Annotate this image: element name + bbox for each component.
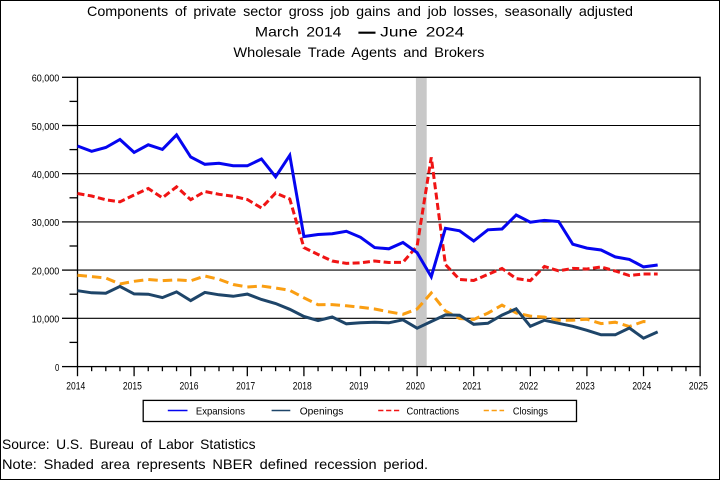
svg-text:Wholesale Trade Agents and Bro: Wholesale Trade Agents and Brokers (233, 45, 484, 60)
svg-text:Source: U.S. Bureau of Labor S: Source: U.S. Bureau of Labor Statistics (2, 436, 256, 452)
svg-text:Closings: Closings (513, 406, 548, 417)
svg-text:2022: 2022 (519, 381, 538, 393)
svg-text:June 2024: June 2024 (380, 24, 464, 39)
svg-text:March 2014: March 2014 (255, 24, 342, 39)
svg-text:2023: 2023 (576, 381, 595, 393)
svg-text:50,000: 50,000 (32, 122, 60, 133)
svg-text:20,000: 20,000 (32, 266, 60, 277)
svg-text:2025: 2025 (689, 381, 708, 393)
svg-text:2020: 2020 (406, 381, 425, 393)
svg-text:10,000: 10,000 (32, 315, 60, 326)
svg-text:Contractions: Contractions (407, 406, 460, 417)
svg-text:2016: 2016 (180, 381, 199, 393)
svg-text:2021: 2021 (463, 381, 482, 393)
svg-text:60,000: 60,000 (32, 74, 60, 85)
svg-text:2024: 2024 (632, 381, 651, 393)
svg-text:Openings: Openings (300, 406, 344, 417)
svg-text:2018: 2018 (293, 381, 312, 393)
svg-text:0: 0 (55, 363, 60, 374)
svg-text:30,000: 30,000 (32, 218, 60, 229)
svg-text:2015: 2015 (123, 381, 142, 393)
svg-text:40,000: 40,000 (32, 170, 60, 181)
svg-text:2017: 2017 (236, 381, 255, 393)
svg-text:2014: 2014 (66, 381, 85, 393)
svg-text:Expansions: Expansions (196, 406, 245, 417)
svg-text:Note: Shaded area represents N: Note: Shaded area represents NBER define… (2, 456, 428, 472)
svg-text:2019: 2019 (349, 381, 368, 393)
svg-text:Components of private sector g: Components of private sector gross job g… (87, 4, 633, 19)
